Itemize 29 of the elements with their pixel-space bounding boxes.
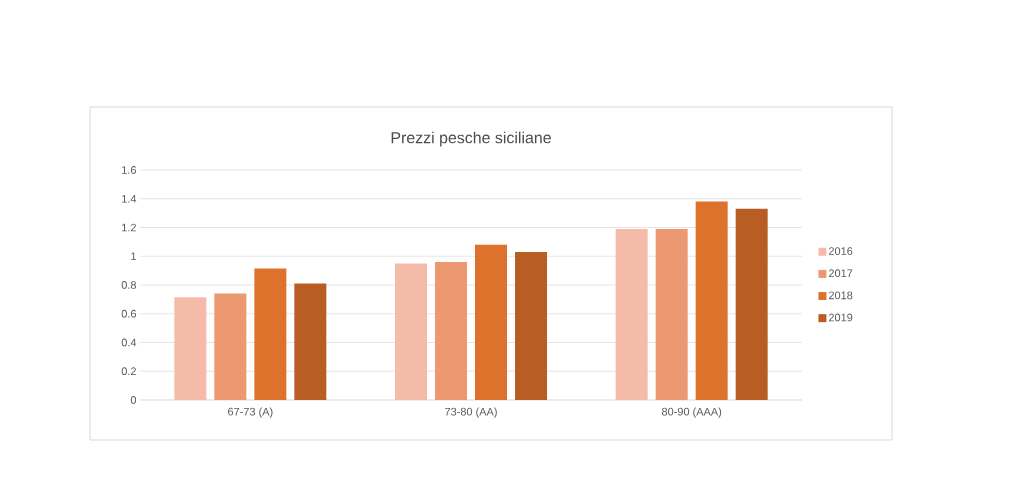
bar bbox=[515, 251, 548, 400]
bar bbox=[294, 283, 327, 400]
bar bbox=[174, 297, 207, 400]
bar bbox=[655, 228, 688, 400]
legend-label: 2018 bbox=[828, 291, 853, 300]
y-tick-label: 1.2 bbox=[122, 223, 136, 232]
y-tick-label: 1.6 bbox=[122, 166, 137, 174]
bar bbox=[615, 228, 648, 400]
y-tick-label: 0.8 bbox=[121, 281, 137, 289]
y-tick-label: 0.6 bbox=[121, 309, 137, 318]
bar bbox=[735, 208, 768, 400]
bar bbox=[254, 268, 287, 400]
bar bbox=[695, 201, 728, 400]
chart-title: Prezzi pesche siciliane bbox=[391, 131, 551, 147]
bar bbox=[475, 244, 508, 400]
y-tick-label: 0.4 bbox=[121, 338, 137, 347]
legend-label: 2019 bbox=[828, 313, 853, 322]
legend-label: 2016 bbox=[828, 247, 853, 255]
y-tick-label: 1 bbox=[131, 252, 136, 260]
x-tick-label: 80-90 (AAA) bbox=[662, 407, 722, 418]
x-tick-label: 67-73 (A) bbox=[228, 407, 273, 418]
y-tick-label: 0 bbox=[130, 396, 137, 404]
bar bbox=[435, 261, 468, 400]
bar bbox=[395, 263, 428, 400]
legend-label: 2017 bbox=[828, 269, 853, 278]
y-tick-label: 0.2 bbox=[121, 367, 136, 376]
bar bbox=[214, 293, 247, 400]
x-tick-label: 73-80 (AA) bbox=[445, 407, 497, 418]
y-tick-label: 1.4 bbox=[122, 194, 137, 203]
